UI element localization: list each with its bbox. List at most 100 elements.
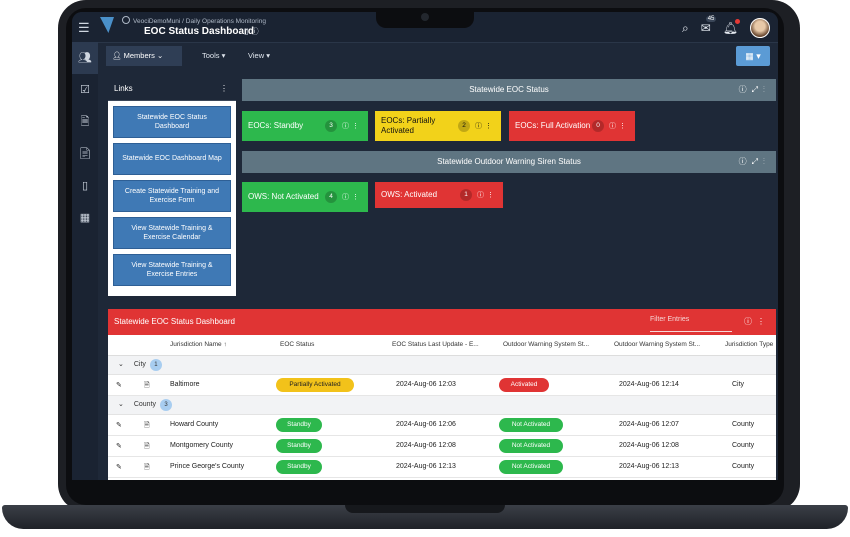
link-training-entries[interactable]: View Statewide Training & Exercise Entri…	[113, 254, 231, 286]
eoc-status-title: Statewide EOC Status	[469, 85, 549, 94]
table-header-bar: Statewide EOC Status Dashboard Filter En…	[108, 309, 776, 335]
filter-entries-input[interactable]: Filter Entries	[650, 309, 732, 332]
group-count-badge: 1	[149, 359, 162, 371]
document-icon[interactable]: 🗎︎	[144, 464, 150, 471]
breadcrumb-org[interactable]: VeociDemoMuni	[133, 18, 181, 25]
table-row[interactable]: ✎ 🗎︎ Montgomery County Standby 2024-Aug-…	[108, 436, 776, 457]
col-ows-status-date[interactable]: Outdoor Warning System St...	[614, 341, 701, 348]
eoc-status-pill: Standby	[276, 439, 322, 453]
members-label: Members	[123, 51, 155, 60]
bookmark-icon[interactable]: ▯	[244, 27, 249, 36]
tile-ows-activated[interactable]: OWS: Activated 1 ⓘ⋮	[375, 182, 503, 208]
col-eoc-status[interactable]: EOC Status	[280, 341, 315, 348]
left-rail: 👥︎ ☑ 🗎︎ 📄︎ ▯ ▦	[72, 42, 98, 480]
tile-count: 1	[460, 189, 472, 201]
edit-pencil-icon[interactable]: ✎	[116, 382, 122, 389]
col-jurisdiction-type[interactable]: Jurisdiction Type	[725, 341, 774, 348]
link-eoc-dashboard-map[interactable]: Statewide EOC Dashboard Map	[113, 143, 231, 175]
forms-rail-icon[interactable]: 📄︎	[78, 148, 92, 160]
eoc-status-actions[interactable]: ⓘ⤢⋮	[738, 85, 770, 94]
breadcrumb-separator: /	[182, 18, 184, 25]
table-row[interactable]: ✎ 🗎︎ Howard County Standby 2024-Aug-06 1…	[108, 415, 776, 436]
notifications-bell-icon[interactable]: 🔔︎	[722, 19, 740, 35]
collapse-chevron-icon[interactable]: ⌄	[118, 401, 124, 408]
col-ows-status[interactable]: Outdoor Warning System St...	[503, 341, 590, 348]
document-icon[interactable]: 🗎︎	[144, 443, 150, 450]
link-create-training-form[interactable]: Create Statewide Training and Exercise F…	[113, 180, 231, 212]
app-screen: ☰ VeociDemoMuni / Daily Operations Monit…	[72, 12, 778, 480]
table-row[interactable]: ✎ 🗎︎ Baltimore Partially Activated 2024-…	[108, 375, 776, 396]
document-icon[interactable]: 🗎︎	[144, 422, 150, 429]
tools-menu[interactable]: Tools ▾	[202, 51, 226, 60]
members-rail-icon[interactable]: 👥︎	[72, 42, 98, 74]
group-row-county[interactable]: ⌄ County 3	[108, 396, 776, 415]
cell-jurisdiction: Howard County	[170, 421, 219, 428]
page-title: EOC Status Dashboard	[144, 26, 255, 37]
user-avatar[interactable]	[750, 18, 770, 38]
tile-info-icon[interactable]: ⓘ⋮	[609, 123, 629, 130]
status-table-panel: Statewide EOC Status Dashboard Filter En…	[108, 309, 776, 480]
tasks-rail-icon[interactable]: ☑	[80, 84, 90, 96]
tile-info-icon[interactable]: ⓘ⋮	[477, 192, 497, 199]
documents-rail-icon[interactable]: 🗎︎	[80, 116, 90, 128]
col-jurisdiction-name[interactable]: Jurisdiction Name ↑	[170, 341, 227, 348]
siren-status-title: Statewide Outdoor Warning Siren Status	[437, 157, 581, 166]
table-row[interactable]: ✎ 🗎︎ Prince George's County Standby 2024…	[108, 457, 776, 478]
link-eoc-status-dashboard[interactable]: Statewide EOC Status Dashboard	[113, 106, 231, 138]
tile-label: EOCs: Partially Activated	[381, 116, 436, 135]
tile-count: 2	[458, 120, 470, 132]
view-menu[interactable]: View ▾	[248, 51, 270, 60]
tile-label: OWS: Not Activated	[248, 192, 319, 202]
title-actions: ▯ ⓘ	[244, 26, 259, 37]
tile-label: OWS: Activated	[381, 190, 438, 200]
layout-switch-button[interactable]: ▦ ▾	[736, 46, 770, 66]
ows-status-pill: Activated	[499, 378, 549, 392]
group-name: County	[133, 401, 157, 408]
col-label: Jurisdiction Name	[170, 341, 222, 348]
breadcrumb: VeociDemoMuni / Daily Operations Monitor…	[122, 16, 266, 25]
siren-status-header: Statewide Outdoor Warning Siren Status ⓘ…	[242, 151, 776, 173]
cell-type: County	[732, 442, 755, 449]
members-menu-button[interactable]: 👤︎ Members ⌄	[106, 46, 182, 66]
tile-count: 0	[592, 120, 604, 132]
hamburger-menu-icon[interactable]: ☰	[78, 20, 90, 35]
breadcrumb-page[interactable]: Daily Operations Monitoring	[185, 18, 266, 25]
col-eoc-last-update[interactable]: EOC Status Last Update - E...	[392, 341, 479, 348]
tile-info-icon[interactable]: ⓘ⋮	[342, 194, 362, 201]
tile-count: 3	[325, 120, 337, 132]
edit-pencil-icon[interactable]: ✎	[116, 422, 122, 429]
cell-eoc-date: 2024-Aug-06 12:08	[396, 442, 456, 449]
tile-label: EOCs: Standby	[248, 121, 304, 131]
tile-eoc-partially-activated[interactable]: EOCs: Partially Activated 2 ⓘ⋮	[375, 111, 501, 141]
group-row-city[interactable]: ⌄ City 1	[108, 356, 776, 375]
edit-pencil-icon[interactable]: ✎	[116, 443, 122, 450]
tile-eoc-standby[interactable]: EOCs: Standby 3 ⓘ⋮	[242, 111, 368, 141]
collapse-chevron-icon[interactable]: ⌄	[118, 361, 124, 368]
cell-type: County	[732, 421, 755, 428]
tile-ows-not-activated[interactable]: OWS: Not Activated 4 ⓘ⋮	[242, 182, 368, 212]
dashboard-rail-icon[interactable]: ▦	[79, 212, 91, 224]
group-count-badge: 3	[160, 399, 173, 411]
tile-info-icon[interactable]: ⓘ⋮	[342, 123, 362, 130]
info-icon[interactable]: ⓘ	[250, 27, 259, 36]
cell-eoc-date: 2024-Aug-06 12:03	[396, 381, 456, 388]
eoc-status-pill: Standby	[276, 418, 322, 432]
link-training-calendar[interactable]: View Statewide Training & Exercise Calen…	[113, 217, 231, 249]
links-kebab-icon[interactable]: ⋮	[220, 84, 228, 93]
cell-eoc-date: 2024-Aug-06 12:13	[396, 463, 456, 470]
topbar-actions: ⌕ ✉ 45 🔔︎	[681, 16, 770, 38]
siren-status-actions[interactable]: ⓘ⤢⋮	[738, 157, 770, 166]
tile-eoc-full-activation[interactable]: EOCs: Full Activation 0 ⓘ⋮	[509, 111, 635, 141]
inbox-icon[interactable]: ✉ 45	[700, 16, 717, 35]
table-actions[interactable]: ⓘ⋮	[744, 317, 770, 326]
veoci-logo[interactable]	[100, 17, 114, 33]
document-icon[interactable]: 🗎︎	[144, 382, 150, 389]
cell-jurisdiction: Baltimore	[170, 381, 200, 388]
search-icon[interactable]: ⌕	[681, 20, 689, 35]
inbox-count-badge: 45	[705, 16, 717, 22]
mobile-rail-icon[interactable]: ▯	[81, 180, 89, 192]
tile-info-icon[interactable]: ⓘ⋮	[475, 123, 495, 130]
cell-type: City	[732, 381, 745, 388]
edit-pencil-icon[interactable]: ✎	[116, 464, 122, 471]
group-name: City	[133, 361, 146, 368]
